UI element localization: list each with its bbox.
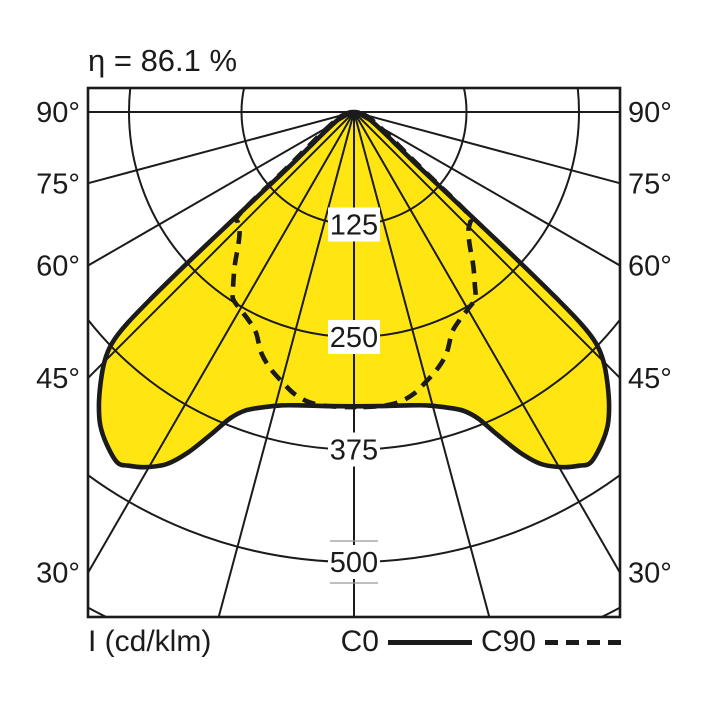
legend-c0-line-sample (387, 639, 472, 645)
radial-tick-label: 500 (330, 547, 378, 579)
radial-tick-box (328, 432, 380, 467)
legend-row: I (cd/klm) C0 C90 (88, 623, 621, 661)
frame-rect (86, 86, 622, 619)
legend-c90-line-sample (545, 639, 621, 645)
angle-tick-label-right: 60° (628, 251, 672, 283)
angle-tick-label-left: 45° (36, 363, 80, 395)
angle-ray (88, 111, 355, 185)
angle-tick-label-left: 30° (36, 558, 80, 590)
radial-tick-label: 250 (330, 322, 378, 354)
angle-ray (353, 111, 620, 380)
radial-tick-label: 375 (330, 435, 378, 467)
angle-tick-label-left: 75° (36, 168, 80, 200)
angle-tick-label-right: 45° (628, 363, 672, 395)
legend-c90-label: C90 (480, 625, 536, 658)
angle-tick-label-left: 60° (36, 251, 80, 283)
radial-tick-box (328, 207, 380, 242)
angle-ray (88, 111, 355, 267)
angle-ray (353, 111, 620, 267)
angle-tick-label-right: 30° (628, 558, 672, 590)
axis-unit-label: I (cd/klm) (88, 625, 212, 658)
angle-ray (88, 111, 355, 575)
angle-tick-label-right: 90° (628, 97, 672, 129)
angle-ray (353, 111, 620, 185)
angle-ray (88, 111, 355, 380)
radial-tick-label: 125 (330, 210, 378, 242)
angle-tick-label-right: 75° (628, 168, 672, 200)
angle-ray (353, 111, 491, 617)
legend-c0-label: C0 (340, 625, 379, 658)
radial-tick-box (328, 320, 380, 354)
legend-items: C0 C90 (341, 625, 621, 659)
angle-ray (217, 111, 355, 617)
efficiency-label: η = 86.1 % (88, 43, 238, 78)
angle-tick-label-left: 90° (36, 97, 80, 129)
radial-tick-box (328, 545, 380, 579)
angle-ray (353, 111, 620, 575)
c90-curve (230, 109, 478, 410)
